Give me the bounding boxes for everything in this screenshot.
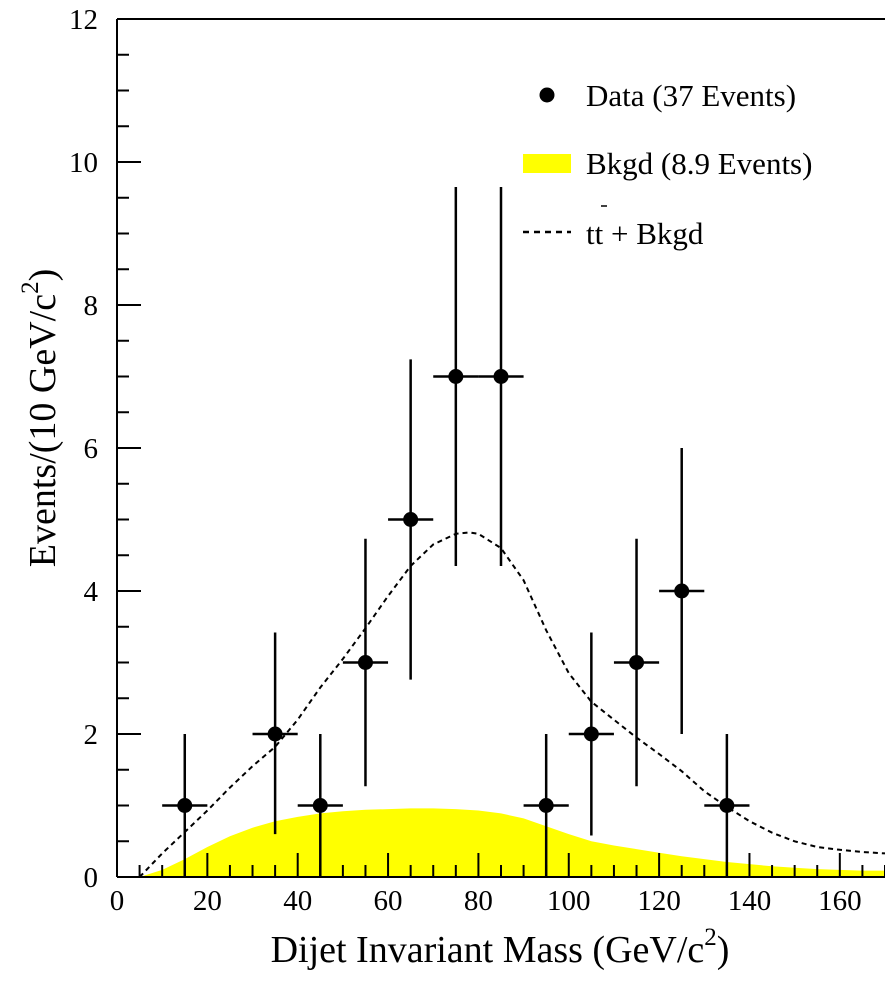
ticks: 0 20 40 60 80 100 120 140 160 0 2 4 6 8 10 12 bbox=[69, 4, 885, 917]
data-point bbox=[538, 798, 554, 813]
data-point bbox=[267, 726, 283, 742]
x-tick-label: 100 bbox=[547, 885, 591, 917]
background-area bbox=[139, 808, 885, 877]
y-tick-label: 10 bbox=[69, 147, 98, 179]
y-tick-label: 8 bbox=[84, 290, 99, 322]
x-axis-title: Dijet Invariant Mass (GeV/c2) bbox=[271, 924, 730, 971]
x-tick-label: 40 bbox=[283, 885, 312, 917]
data-point bbox=[403, 512, 419, 527]
data-points-layer bbox=[162, 187, 750, 877]
y-tick-label: 0 bbox=[84, 862, 99, 894]
legend: Data (37 Events) Bkgd (8.9 Events) tt + … bbox=[523, 78, 812, 251]
x-tick-label: 0 bbox=[110, 885, 125, 917]
legend-bkgd-label: Bkgd (8.9 Events) bbox=[586, 146, 812, 181]
data-point bbox=[493, 369, 509, 384]
y-tick-label: 6 bbox=[84, 433, 99, 465]
x-tick-label: 140 bbox=[728, 885, 772, 917]
legend-data-marker bbox=[539, 87, 555, 103]
data-point bbox=[629, 655, 645, 670]
data-point bbox=[674, 583, 690, 599]
y-axis-title: Events/(10 GeV/c2) bbox=[17, 269, 64, 567]
data-point bbox=[719, 798, 735, 813]
data-point bbox=[177, 798, 193, 813]
background-area-layer bbox=[139, 808, 885, 877]
y-tick-label: 4 bbox=[84, 576, 99, 608]
data-point bbox=[448, 369, 464, 384]
x-tick-label: 80 bbox=[464, 885, 493, 917]
data-point bbox=[312, 798, 328, 813]
x-tick-label: 160 bbox=[818, 885, 862, 917]
legend-ttbar-label: tt + Bkgd bbox=[586, 216, 704, 251]
x-tick-label: 20 bbox=[193, 885, 222, 917]
x-tick-label: 60 bbox=[374, 885, 403, 917]
y-tick-label: 12 bbox=[69, 4, 98, 36]
data-point bbox=[583, 726, 599, 742]
x-tick-label: 120 bbox=[637, 885, 681, 917]
data-point bbox=[357, 655, 373, 670]
y-tick-label: 2 bbox=[84, 719, 99, 751]
legend-bkgd-swatch bbox=[523, 154, 571, 173]
legend-data-label: Data (37 Events) bbox=[586, 78, 796, 113]
